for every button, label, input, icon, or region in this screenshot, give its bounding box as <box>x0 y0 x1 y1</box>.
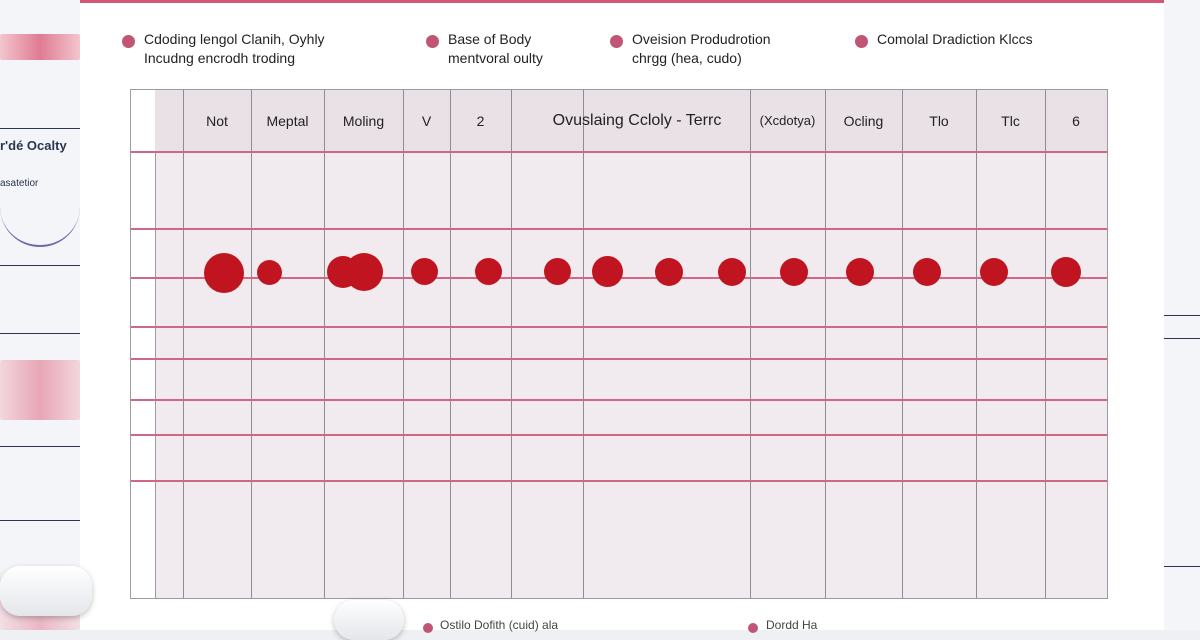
header-cell: Not <box>206 112 228 129</box>
column-divider <box>583 90 584 598</box>
red-marker <box>1051 257 1081 287</box>
legend-dot <box>423 623 433 633</box>
legend-dot <box>855 35 868 48</box>
pill-object <box>334 600 404 640</box>
legend-dot <box>748 623 758 633</box>
column-divider <box>324 90 325 598</box>
column-divider <box>902 90 903 598</box>
header-cell: Tlc <box>1001 112 1020 129</box>
column-divider <box>251 90 252 598</box>
legend-dot <box>122 35 135 48</box>
red-marker <box>544 258 571 285</box>
divider <box>0 333 80 334</box>
header-cell: V <box>421 112 432 129</box>
row-divider <box>131 326 1107 328</box>
row-divider <box>131 358 1107 360</box>
side-text-line1: r'dé Ocalty <box>0 138 67 153</box>
red-marker <box>718 258 746 286</box>
header-cell: 6 <box>1072 112 1080 129</box>
legend-sublabel: mentvoral oulty <box>448 50 543 66</box>
column-divider <box>183 90 184 598</box>
divider <box>0 128 80 129</box>
row-divider <box>131 480 1107 482</box>
divider <box>0 265 80 266</box>
right-background-panel <box>1164 0 1200 630</box>
divider <box>1164 338 1200 339</box>
divider <box>0 446 80 447</box>
side-text-line2: asatetior <box>0 178 39 189</box>
column-divider <box>450 90 451 598</box>
header-cell: Ocling <box>843 112 884 129</box>
card-top-border <box>80 0 1164 3</box>
column-divider <box>825 90 826 598</box>
red-marker <box>204 253 244 293</box>
legend: Cdoding lengol Clanih, Oyhly Incudng enc… <box>80 30 1164 80</box>
pink-band-bottom <box>0 360 80 420</box>
left-background-panel: r'dé Ocalty asatetior <box>0 0 80 630</box>
bottom-legend-label: Dordd Ha <box>766 618 818 632</box>
header-cell: Tlo <box>929 112 949 129</box>
pink-band-top <box>0 34 80 60</box>
header-cell: Moling <box>342 112 385 129</box>
red-marker <box>257 260 282 285</box>
header-cell: 2 <box>476 112 485 129</box>
red-marker <box>411 258 438 285</box>
divider <box>0 520 80 521</box>
wave-decoration <box>0 205 80 247</box>
legend-item: Oveision Produdrotion chrgg (hea, cudo) <box>610 30 771 68</box>
column-divider <box>976 90 977 598</box>
red-marker <box>980 258 1008 286</box>
legend-dot <box>426 35 439 48</box>
chart-card: Cdoding lengol Clanih, Oyhly Incudng enc… <box>80 0 1164 633</box>
legend-item: Cdoding lengol Clanih, Oyhly Incudng enc… <box>122 30 325 68</box>
legend-item: Base of Body mentvoral oulty <box>426 30 543 68</box>
divider <box>1164 566 1200 567</box>
legend-label: Oveision Produdrotion <box>632 31 771 47</box>
column-divider <box>403 90 404 598</box>
legend-dot <box>610 35 623 48</box>
column-divider <box>1045 90 1046 598</box>
legend-label: Base of Body <box>448 31 532 47</box>
column-divider <box>750 90 751 598</box>
legend-label: Cdoding lengol Clanih, Oyhly <box>144 31 325 47</box>
bottom-legend-label: Ostilo Dofith (cuid) ala <box>440 618 559 632</box>
red-marker <box>780 258 808 286</box>
data-table: Not Meptal Moling V 2 Ovuslaing Ccloly -… <box>130 89 1108 599</box>
red-marker <box>345 253 383 291</box>
red-marker <box>913 258 941 286</box>
header-cell: Meptal <box>266 112 309 129</box>
legend-sublabel: chrgg (hea, cudo) <box>632 50 742 66</box>
red-marker <box>592 256 623 287</box>
header-cell: (Xcdotya) <box>759 113 816 128</box>
row-divider <box>131 399 1107 401</box>
red-marker <box>475 258 502 285</box>
legend-label: Comolal Dradiction Klccs <box>877 31 1033 47</box>
legend-item: Comolal Dradiction Klccs <box>855 30 1033 49</box>
legend-sublabel: Incudng encrodh troding <box>144 50 295 66</box>
table-header-row <box>155 90 1107 151</box>
header-cell-wide: Ovuslaing Ccloly - Terrc <box>552 111 722 129</box>
divider <box>1164 315 1200 316</box>
red-marker <box>846 258 874 286</box>
row-divider <box>131 151 1107 153</box>
row-divider <box>131 434 1107 436</box>
table-margin-column <box>131 90 156 598</box>
red-marker <box>655 258 683 286</box>
row-divider <box>131 228 1107 230</box>
column-divider <box>511 90 512 598</box>
pill-object <box>0 566 92 616</box>
